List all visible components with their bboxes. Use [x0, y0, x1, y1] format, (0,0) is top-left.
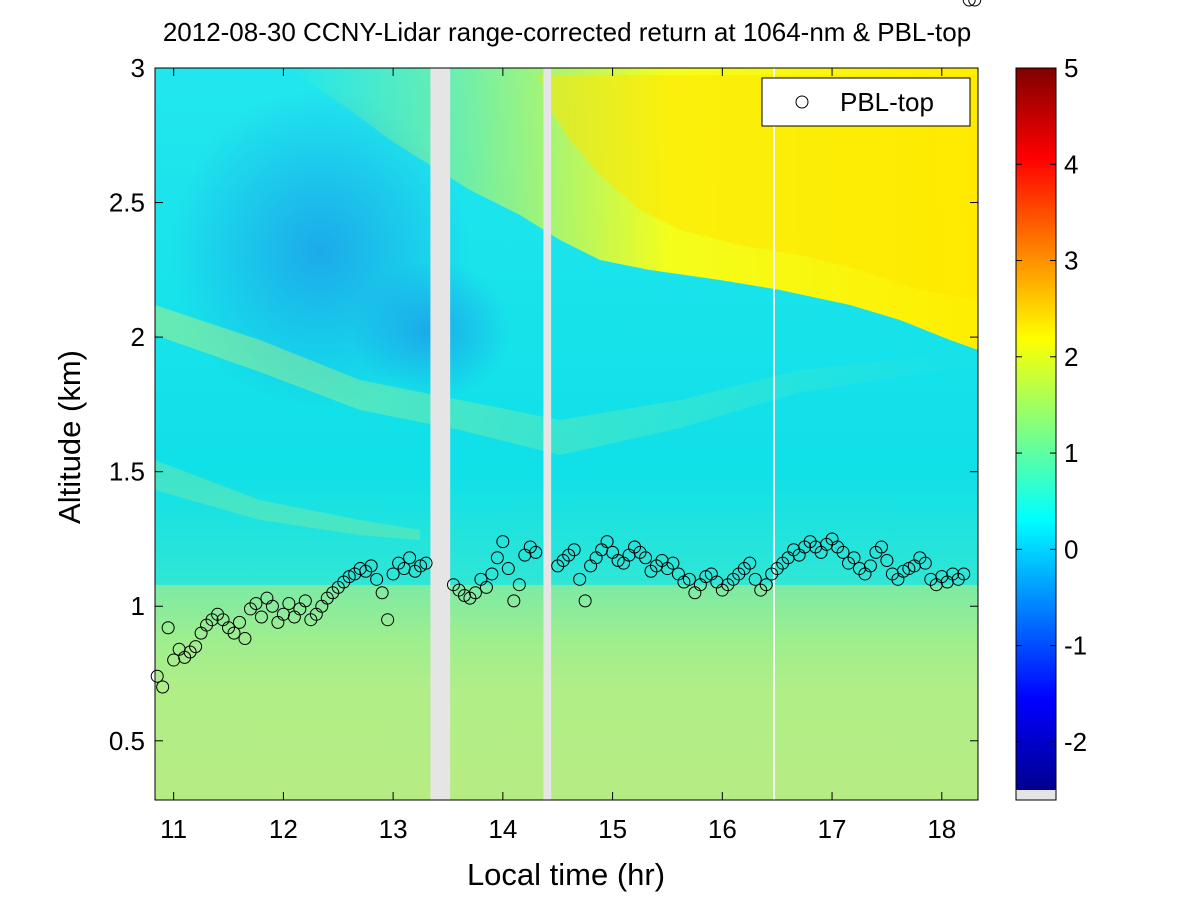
- x-tick-label: 14: [488, 814, 517, 844]
- pbl-top-point: [759, 578, 773, 592]
- y-tick-label: 1.5: [109, 457, 145, 487]
- x-tick-label: 17: [818, 814, 847, 844]
- heatmap-residual-layer: [155, 460, 420, 540]
- pbl-top-point: [403, 551, 417, 565]
- pbl-top-point: [254, 610, 268, 624]
- pbl-top-point: [874, 540, 888, 554]
- colorbar-tick-label: 2: [1064, 342, 1078, 372]
- pbl-top-point: [386, 567, 400, 581]
- x-axis-ticks: 11 12 13 14 15 16 17 18: [160, 68, 956, 844]
- x-tick-label: 18: [927, 814, 956, 844]
- colorbar-tick-label: 1: [1064, 438, 1078, 468]
- colorbar-tick-label: 5: [1064, 53, 1078, 83]
- pbl-top-point: [957, 567, 971, 581]
- chart-title: 2012-08-30 CCNY-Lidar range-corrected re…: [163, 17, 971, 47]
- y-axis-label: Altitude (km): [52, 350, 87, 524]
- legend-box: [761, 77, 971, 127]
- y-tick-label: 1: [131, 591, 145, 621]
- plot-axes-box: [154, 67, 979, 801]
- x-tick-label: 11: [160, 814, 187, 844]
- legend: PBL-top: [761, 77, 971, 127]
- colorbar-box: [1015, 67, 1057, 801]
- x-tick-label: 16: [708, 814, 737, 844]
- pbl-top-point: [265, 599, 279, 613]
- y-tick-label: 2.5: [109, 188, 145, 218]
- colorbar: -2 -1 0 1 2 3 4 5: [1015, 53, 1087, 801]
- pbl-top-point: [150, 669, 164, 683]
- pbl-top-point: [161, 621, 175, 635]
- pbl-top-point: [479, 580, 493, 594]
- pbl-top-point: [567, 543, 581, 557]
- pbl-top-point: [501, 562, 515, 576]
- colorbar-ticks: -2 -1 0 1 2 3 4 5: [1016, 53, 1087, 757]
- pbl-top-point: [847, 551, 861, 565]
- pbl-top-point: [512, 578, 526, 592]
- pbl-top-point: [962, 0, 976, 7]
- x-tick-label: 13: [379, 814, 408, 844]
- colorbar-tick-label: 3: [1064, 246, 1078, 276]
- y-tick-label: 0.5: [109, 726, 145, 756]
- pbl-top-point: [743, 556, 757, 570]
- pbl-top-point: [298, 594, 312, 608]
- pbl-top-point: [573, 572, 587, 586]
- colorbar-gradient-bar: [1016, 68, 1056, 790]
- colorbar-tick-label: 0: [1064, 534, 1078, 564]
- data-gap: [430, 68, 451, 800]
- heatmap: [155, 68, 978, 800]
- pbl-top-point: [578, 594, 592, 608]
- pbl-top-point: [507, 594, 521, 608]
- pbl-top-point: [364, 559, 378, 573]
- x-tick-label: 15: [598, 814, 627, 844]
- colorbar-tick-label: -1: [1064, 631, 1087, 661]
- pbl-top-point: [468, 586, 482, 600]
- heatmap-aerosol-layer-core: [540, 75, 978, 300]
- legend-marker: [795, 95, 809, 109]
- heatmap-residual-layer: [155, 305, 978, 455]
- pbl-top-point: [682, 572, 696, 586]
- colorbar-tick-label: -2: [1064, 727, 1087, 757]
- pbl-top-point: [496, 535, 510, 549]
- heatmap-boundary-layer: [155, 585, 978, 800]
- legend-label-pbl-top: PBL-top: [840, 87, 934, 117]
- x-axis-label: Local time (hr): [467, 857, 665, 892]
- pbl-top-point: [639, 551, 653, 565]
- pbl-top-point: [370, 572, 384, 586]
- pbl-top-point: [375, 586, 389, 600]
- pbl-top-point: [249, 597, 263, 611]
- y-tick-label: 2: [131, 322, 145, 352]
- pbl-top-point: [238, 632, 252, 646]
- pbl-top-series: [150, 0, 982, 694]
- pbl-top-point: [836, 545, 850, 559]
- pbl-top-point: [227, 626, 241, 640]
- pbl-top-point: [381, 613, 395, 627]
- pbl-top-point: [968, 0, 982, 7]
- pbl-top-point: [863, 559, 877, 573]
- pbl-top-point: [748, 572, 762, 586]
- pbl-top-point: [880, 553, 894, 567]
- pbl-top-point: [189, 640, 203, 654]
- pbl-top-point: [232, 615, 246, 629]
- pbl-top-point: [419, 556, 433, 570]
- colorbar-nodata-swatch: [1016, 790, 1056, 800]
- y-tick-label: 3: [131, 53, 145, 83]
- data-gap: [543, 68, 552, 800]
- pbl-top-point: [600, 535, 614, 549]
- pbl-top-point: [282, 597, 296, 611]
- pbl-top-point: [156, 680, 170, 694]
- heatmap-low-return-region: [350, 260, 510, 400]
- pbl-top-point: [485, 567, 499, 581]
- y-axis-ticks: 0.5 1 1.5 2 2.5 3: [109, 53, 978, 756]
- x-tick-label: 12: [269, 814, 298, 844]
- pbl-top-point: [666, 556, 680, 570]
- pbl-top-point: [918, 556, 932, 570]
- colorbar-tick-label: 4: [1064, 149, 1078, 179]
- pbl-top-point: [529, 545, 543, 559]
- pbl-top-point: [490, 551, 504, 565]
